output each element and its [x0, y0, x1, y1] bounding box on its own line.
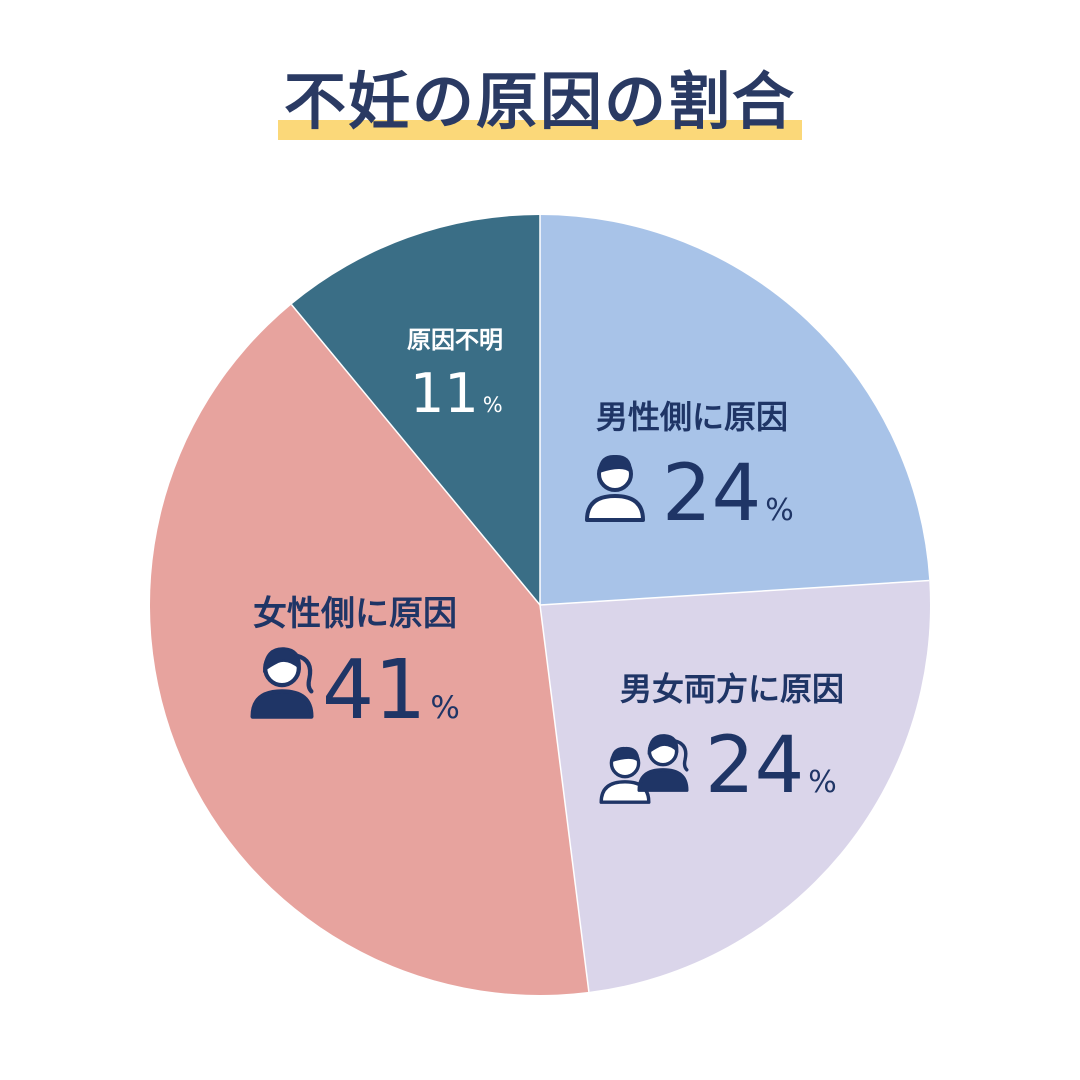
- slice-separator: [539, 604, 590, 993]
- chart-title-text: 不妊の原因の割合: [283, 65, 796, 138]
- slice-separator: [539, 579, 930, 606]
- man-icon: [585, 454, 645, 522]
- slice-value: 24%: [662, 449, 794, 539]
- slice-value: 11%: [410, 362, 503, 425]
- title-wrap: 不妊の原因の割合: [0, 62, 1080, 142]
- woman-icon: [637, 734, 689, 792]
- slice-label-group: 女性側に原因 41%: [250, 594, 460, 738]
- slice-label: 男性側に原因: [596, 398, 788, 436]
- slice-value: 41%: [322, 643, 460, 738]
- slice-label: 原因不明: [407, 326, 503, 354]
- slice-label: 男女両方に原因: [620, 670, 844, 708]
- slice-label-group: 男女両方に原因 24%: [599, 670, 844, 811]
- woman-icon: [250, 647, 314, 719]
- chart-title: 不妊の原因の割合: [277, 62, 802, 142]
- title-highlight: [277, 120, 802, 140]
- slice-label-group: 男性側に原因 24%: [585, 398, 794, 539]
- couple-icon: [599, 734, 689, 804]
- man-icon: [599, 746, 651, 804]
- pie-slice: [291, 215, 540, 605]
- slice-label: 女性側に原因: [253, 594, 457, 634]
- slice-separator: [290, 304, 541, 606]
- pie-slice: [149, 304, 589, 996]
- slice-label-group: 原因不明 11%: [407, 326, 503, 425]
- slice-value: 24%: [705, 721, 837, 811]
- pie-slice: [540, 580, 930, 992]
